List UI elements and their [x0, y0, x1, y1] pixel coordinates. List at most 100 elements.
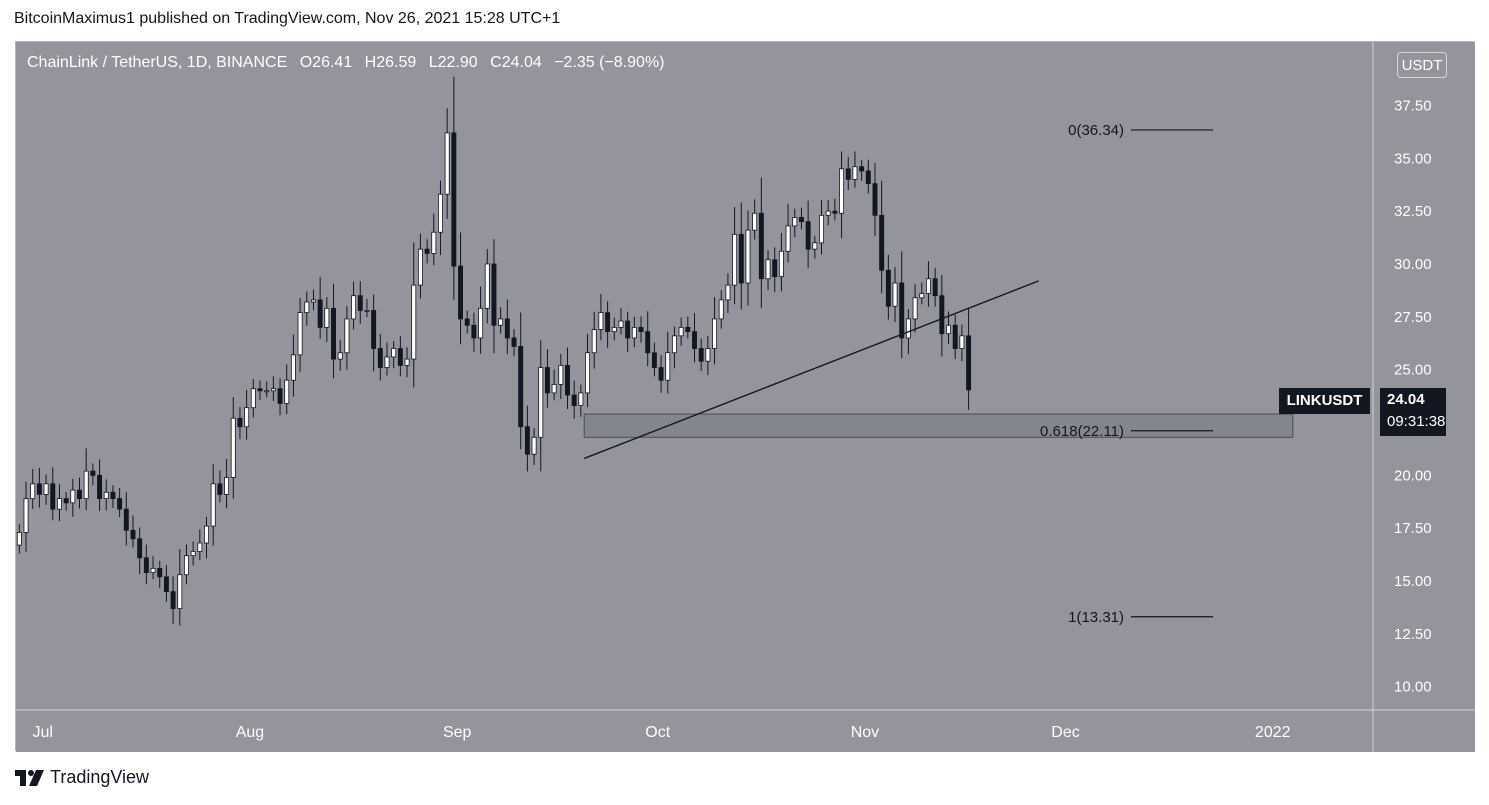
chart-canvas[interactable]: 10.0012.5015.0017.5020.0022.5025.0027.50…	[16, 42, 1475, 752]
candle-down	[50, 483, 56, 510]
price-tag-symbol: LINKUSDT	[1279, 388, 1370, 414]
price-axis-tick-label: 10.00	[1394, 679, 1432, 696]
candle-up	[792, 217, 798, 227]
candle-up	[712, 318, 718, 349]
candle-down	[137, 538, 143, 559]
candle-up	[270, 388, 276, 392]
candle-up	[364, 310, 370, 312]
candle-up	[598, 312, 604, 330]
candle-down	[879, 214, 885, 271]
candle-down	[63, 498, 69, 504]
candle-up	[264, 390, 270, 393]
candle-up	[244, 407, 250, 428]
legend-low-label: L	[428, 54, 438, 71]
candle-down	[798, 217, 804, 223]
candle-up	[404, 358, 410, 366]
legend-close-value: 24.04	[501, 54, 542, 71]
candle-down	[772, 259, 778, 278]
candle-up	[210, 483, 216, 527]
candle-down	[471, 324, 477, 339]
candle-up	[344, 318, 350, 354]
candle-up	[925, 278, 931, 294]
candle-down	[832, 210, 838, 214]
candle-down	[397, 348, 403, 366]
candle-down	[277, 388, 283, 404]
candle-up	[304, 301, 310, 313]
fib-level-label: 1(13.31)	[1068, 609, 1124, 626]
candle-down	[518, 346, 524, 428]
candle-up	[56, 498, 62, 510]
candle-down	[157, 567, 163, 578]
candle-down	[738, 233, 744, 284]
chart-frame[interactable]: 10.0012.5015.0017.5020.0022.5025.0027.50…	[15, 41, 1475, 752]
candle-down	[90, 470, 96, 476]
candle-up	[30, 483, 36, 500]
candle-up	[23, 498, 29, 533]
price-axis-tick-label: 17.50	[1394, 520, 1432, 537]
candle-up	[384, 356, 390, 368]
price-axis-tick-label: 12.50	[1394, 626, 1432, 643]
candle-down	[758, 212, 764, 280]
candle-up	[611, 326, 617, 333]
candle-down	[458, 265, 464, 320]
time-axis-tick-label: Aug	[236, 724, 264, 741]
candle-down	[524, 426, 530, 455]
currency-unit-button[interactable]: USDT	[1397, 52, 1447, 78]
candle-down	[605, 312, 611, 333]
candle-up	[718, 299, 724, 320]
candle-up	[745, 229, 751, 284]
candle-up	[778, 250, 784, 278]
candle-down	[932, 278, 938, 297]
candle-down	[117, 498, 123, 510]
candle-up	[839, 168, 845, 214]
candle-down	[491, 263, 497, 326]
candle-up	[732, 233, 738, 286]
price-tag-countdown: 09:31:38	[1387, 413, 1446, 430]
candle-up	[618, 320, 624, 328]
candle-up	[431, 231, 437, 254]
candle-down	[377, 348, 383, 368]
price-axis-tick-label: 27.50	[1394, 309, 1432, 326]
candle-up	[785, 225, 791, 252]
candle-up	[578, 392, 584, 406]
candle-up	[919, 293, 925, 299]
support-zone	[583, 413, 1294, 438]
candle-down	[565, 365, 570, 396]
candle-down	[952, 324, 958, 349]
candle-down	[143, 557, 149, 573]
legend-symbol: ChainLink / TetherUS, 1D, BINANCE	[27, 54, 288, 71]
candle-down	[885, 269, 891, 307]
candle-down	[451, 132, 457, 267]
candle-down	[217, 483, 223, 495]
candle-down	[571, 394, 577, 406]
price-axis-tick-label: 30.00	[1394, 256, 1432, 273]
candle-down	[257, 388, 263, 392]
price-axis-tick-label: 15.00	[1394, 573, 1432, 590]
candle-up	[678, 326, 684, 337]
price-tag-value-box: 24.04 09:31:38	[1380, 388, 1446, 436]
candle-up	[411, 284, 417, 360]
candle-down	[845, 168, 851, 180]
legend-change: −2.35 (−8.90%)	[554, 54, 665, 71]
candle-up	[585, 352, 591, 394]
candle-down	[645, 331, 651, 354]
candle-up	[310, 299, 316, 303]
candle-down	[859, 166, 865, 172]
candle-up	[558, 365, 564, 385]
candle-up	[83, 470, 89, 500]
candle-up	[190, 551, 196, 557]
candle-up	[752, 212, 758, 231]
candle-up	[765, 259, 771, 280]
candle-up	[444, 132, 450, 195]
candle-down	[899, 282, 905, 339]
symbol-legend: ChainLink / TetherUS, 1D, BINANCE O26.41…	[27, 54, 665, 72]
candle-down	[625, 320, 631, 339]
chart-background	[16, 42, 1475, 752]
candle-up	[103, 491, 109, 500]
candle-up	[812, 242, 818, 250]
candle-up	[324, 307, 330, 328]
time-axis-tick-label: Oct	[645, 724, 670, 741]
price-axis-tick-label: 20.00	[1394, 467, 1432, 484]
candle-down	[939, 295, 945, 335]
candle-down	[872, 183, 878, 216]
